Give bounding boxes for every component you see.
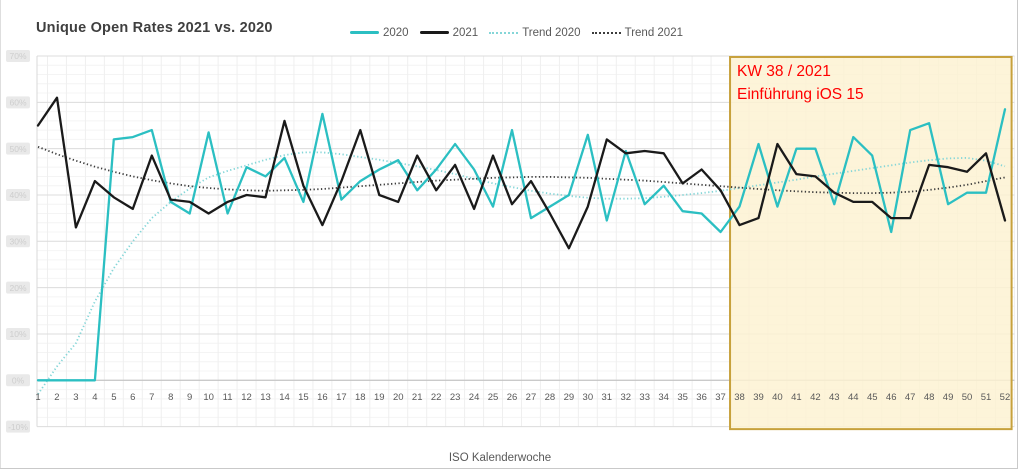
legend-item-trend-2020[interactable]: Trend 2020 [489, 26, 581, 39]
x-tick-label: 35 [677, 392, 688, 403]
x-tick-label: 31 [602, 392, 613, 403]
legend-label: 2021 [452, 26, 479, 39]
x-tick-label: 48 [924, 392, 935, 403]
x-tick-label: 30 [583, 392, 594, 403]
x-tick-label: 43 [829, 392, 840, 403]
x-tick-label: 15 [298, 392, 309, 403]
y-tick-label-redacted [6, 96, 30, 109]
x-tick-label: 25 [488, 392, 499, 403]
annotation-textbox[interactable]: KW 38 / 2021 Einführung iOS 15 [737, 61, 864, 106]
x-tick-label: 34 [658, 392, 669, 403]
x-tick-label: 29 [564, 392, 575, 403]
window-border-left [0, 0, 1, 469]
legend-swatch-solid [350, 31, 379, 34]
y-tick-label-text: 40% [9, 190, 26, 200]
x-tick-label: 16 [317, 392, 328, 403]
x-tick-label: 45 [867, 392, 878, 403]
legend-item-trend-2021[interactable]: Trend 2021 [591, 26, 683, 39]
y-tick-label-text: 50% [9, 144, 26, 154]
x-tick-label: 51 [981, 392, 992, 403]
highlight-region-kw38[interactable] [729, 55, 1013, 431]
legend-label: 2020 [383, 26, 409, 39]
chart-title[interactable]: Unique Open Rates 2021 vs. 2020 [36, 20, 273, 36]
x-tick-label: 38 [734, 392, 745, 403]
x-tick-label: 52 [1000, 392, 1011, 403]
y-tick-label-text: 30% [9, 237, 26, 247]
x-tick-label: 13 [260, 392, 271, 403]
x-tick-label: 32 [620, 392, 631, 403]
annotation-line-1: KW 38 / 2021 [737, 63, 831, 80]
x-axis-title: ISO Kalenderwoche [448, 452, 552, 464]
x-tick-label: 18 [355, 392, 366, 403]
window-border-right [1017, 0, 1018, 469]
x-tick-label: 10 [203, 392, 214, 403]
x-tick-label: 11 [223, 392, 233, 403]
x-tick-label: 24 [469, 392, 480, 403]
y-tick-label-text: 10% [9, 329, 26, 339]
y-axis-tick-labels: 70% 60% 50% 40% 30% 20% 10% 0% -10% [6, 49, 30, 433]
x-tick-label: 26 [507, 392, 518, 403]
x-tick-label: 1 [35, 392, 40, 403]
chart-legend: 2020 2021 Trend 2020 Trend 2021 [350, 25, 683, 40]
series-2021-line[interactable] [36, 96, 1007, 250]
y-tick-label-redacted [6, 420, 30, 433]
legend-label: Trend 2021 [624, 26, 683, 39]
x-tick-label: 12 [241, 392, 252, 403]
x-axis-tick-labels: 1 2 3 4 5 6 7 8 9 10 11 12 13 14 15 16 17 18 19 20 21 22 23 24 2… [35, 392, 1010, 403]
x-tick-label: 4 [92, 392, 97, 403]
legend-item-2020[interactable]: 2020 [350, 27, 409, 39]
x-tick-label: 5 [111, 392, 116, 403]
y-tick-label-redacted [6, 327, 30, 340]
x-tick-label: 7 [149, 392, 154, 403]
series-2020-line[interactable] [36, 108, 1007, 382]
x-tick-label: 28 [545, 392, 556, 403]
legend-swatch-dotted [489, 31, 519, 34]
y-tick-label-redacted [6, 142, 30, 155]
x-tick-label: 23 [450, 392, 461, 403]
y-tick-label-text: 20% [9, 283, 26, 293]
x-tick-label: 14 [279, 392, 290, 403]
x-tick-label: 17 [336, 392, 347, 403]
x-tick-label: 36 [696, 392, 707, 403]
x-tick-label: 21 [412, 392, 423, 403]
x-tick-label: 41 [791, 392, 802, 403]
legend-label: Trend 2020 [522, 26, 581, 39]
legend-swatch-solid [419, 31, 449, 34]
legend-item-2021[interactable]: 2021 [419, 26, 479, 39]
y-tick-label-redacted [6, 235, 30, 248]
window-border-bottom [0, 468, 1018, 469]
y-tick-label-redacted [6, 374, 30, 387]
x-tick-label: 22 [431, 392, 442, 403]
x-tick-label: 39 [753, 392, 764, 403]
x-tick-label: 40 [772, 392, 783, 403]
x-tick-label: 27 [526, 392, 537, 403]
y-tick-label-text: 60% [9, 98, 26, 108]
x-tick-label: 6 [130, 392, 135, 403]
y-tick-label-redacted [6, 49, 30, 62]
x-tick-label: 19 [374, 392, 385, 403]
annotation-line-2: Einführung iOS 15 [737, 85, 864, 103]
x-tick-label: 50 [962, 392, 973, 403]
x-tick-label: 49 [943, 392, 954, 403]
y-tick-label-redacted [6, 281, 30, 294]
x-tick-label: 44 [848, 392, 859, 403]
x-tick-label: 2 [54, 392, 59, 403]
x-tick-label: 47 [905, 392, 916, 403]
x-tick-label: 46 [886, 392, 897, 403]
x-tick-label: 42 [810, 392, 821, 403]
x-tick-label: 33 [639, 392, 650, 403]
x-tick-label: 20 [393, 392, 404, 403]
x-tick-label: 37 [715, 392, 726, 403]
y-tick-label-redacted [6, 188, 30, 201]
legend-swatch-dotted [591, 31, 621, 34]
y-tick-label-text: -10% [8, 422, 28, 432]
y-tick-label-text: 0% [12, 376, 25, 386]
x-tick-label: 3 [73, 392, 78, 403]
y-tick-label-text: 70% [9, 51, 26, 61]
x-tick-label: 9 [187, 392, 192, 403]
x-tick-label: 8 [168, 392, 173, 403]
